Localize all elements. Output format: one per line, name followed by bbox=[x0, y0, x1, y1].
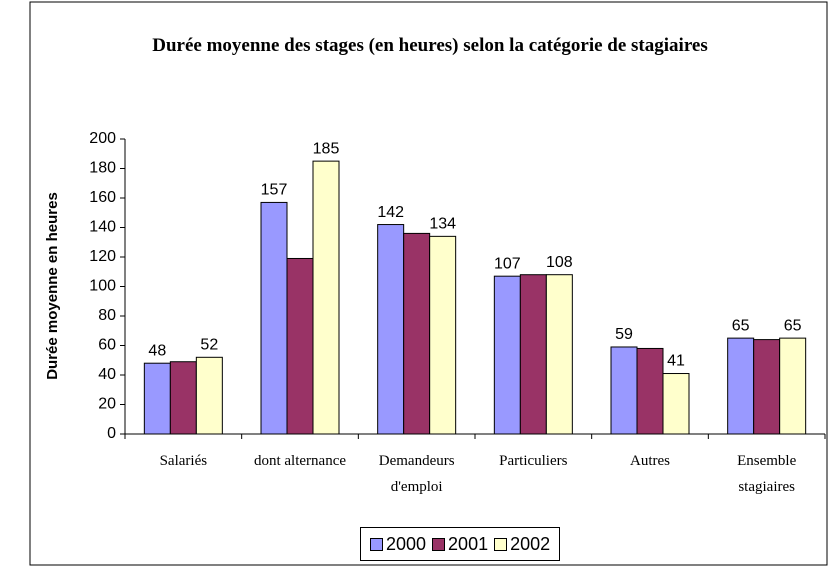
y-tick-label: 200 bbox=[89, 130, 116, 147]
bar bbox=[519, 274, 547, 435]
data-label: 65 bbox=[784, 317, 802, 334]
y-tick-label: 160 bbox=[89, 189, 116, 206]
bar bbox=[195, 356, 223, 435]
bar bbox=[545, 274, 573, 435]
bar bbox=[260, 201, 288, 435]
x-tick-label: Demandeurs d'emploi bbox=[378, 453, 455, 495]
x-tick-label: Autres bbox=[630, 453, 670, 469]
legend: 2000 2001 2002 bbox=[360, 527, 561, 561]
x-tick-label: dont alternance bbox=[253, 453, 347, 469]
y-tick-label: 80 bbox=[98, 307, 116, 324]
legend-label: 2001 bbox=[448, 533, 489, 554]
y-tick-label: 100 bbox=[89, 278, 116, 295]
data-label: 157 bbox=[261, 182, 288, 199]
bar bbox=[169, 361, 197, 435]
legend-swatch bbox=[432, 537, 446, 551]
bar bbox=[636, 347, 664, 435]
x-tick-label: Particuliers bbox=[499, 453, 568, 469]
bar bbox=[662, 373, 690, 435]
bar bbox=[143, 362, 171, 435]
chart-title: Durée moyenne des stages (en heures) sel… bbox=[152, 35, 708, 56]
legend-swatch bbox=[370, 537, 383, 551]
bar bbox=[610, 346, 638, 435]
bar bbox=[727, 337, 755, 435]
y-tick-label: 140 bbox=[89, 219, 116, 236]
data-label: 41 bbox=[667, 353, 685, 370]
data-label: 52 bbox=[200, 337, 218, 354]
data-label: 142 bbox=[377, 204, 404, 221]
bar bbox=[753, 339, 781, 435]
bar bbox=[779, 337, 807, 435]
y-tick-label: 20 bbox=[98, 396, 116, 413]
legend-label: 2002 bbox=[510, 533, 551, 554]
legend-item: 2000 bbox=[370, 534, 426, 555]
data-label: 59 bbox=[615, 326, 633, 343]
legend-item: 2002 bbox=[494, 534, 550, 555]
bar bbox=[286, 257, 314, 435]
bar bbox=[312, 160, 340, 435]
bar bbox=[403, 232, 431, 435]
y-tick-label: 180 bbox=[89, 160, 116, 177]
data-label: 65 bbox=[732, 317, 750, 334]
data-label: 48 bbox=[148, 342, 166, 359]
legend-label: 2000 bbox=[386, 533, 427, 554]
data-label: 185 bbox=[313, 140, 340, 157]
y-tick-label: 120 bbox=[89, 248, 116, 265]
legend-item: 2001 bbox=[432, 534, 488, 555]
x-tick-label: Salariés bbox=[159, 453, 208, 469]
data-label: 108 bbox=[546, 254, 573, 271]
y-tick-label: 40 bbox=[98, 366, 116, 383]
bar bbox=[377, 224, 405, 435]
legend-swatch bbox=[494, 537, 508, 551]
y-tick-label: 60 bbox=[98, 337, 116, 354]
y-axis-title: Durée moyenne en heures bbox=[44, 192, 61, 380]
y-tick-label: 0 bbox=[107, 425, 116, 442]
data-label: 134 bbox=[429, 216, 456, 233]
bar bbox=[429, 235, 457, 435]
data-label: 107 bbox=[494, 255, 521, 272]
bar bbox=[493, 275, 521, 435]
x-tick-label: Ensemble stagiaires bbox=[737, 453, 797, 495]
